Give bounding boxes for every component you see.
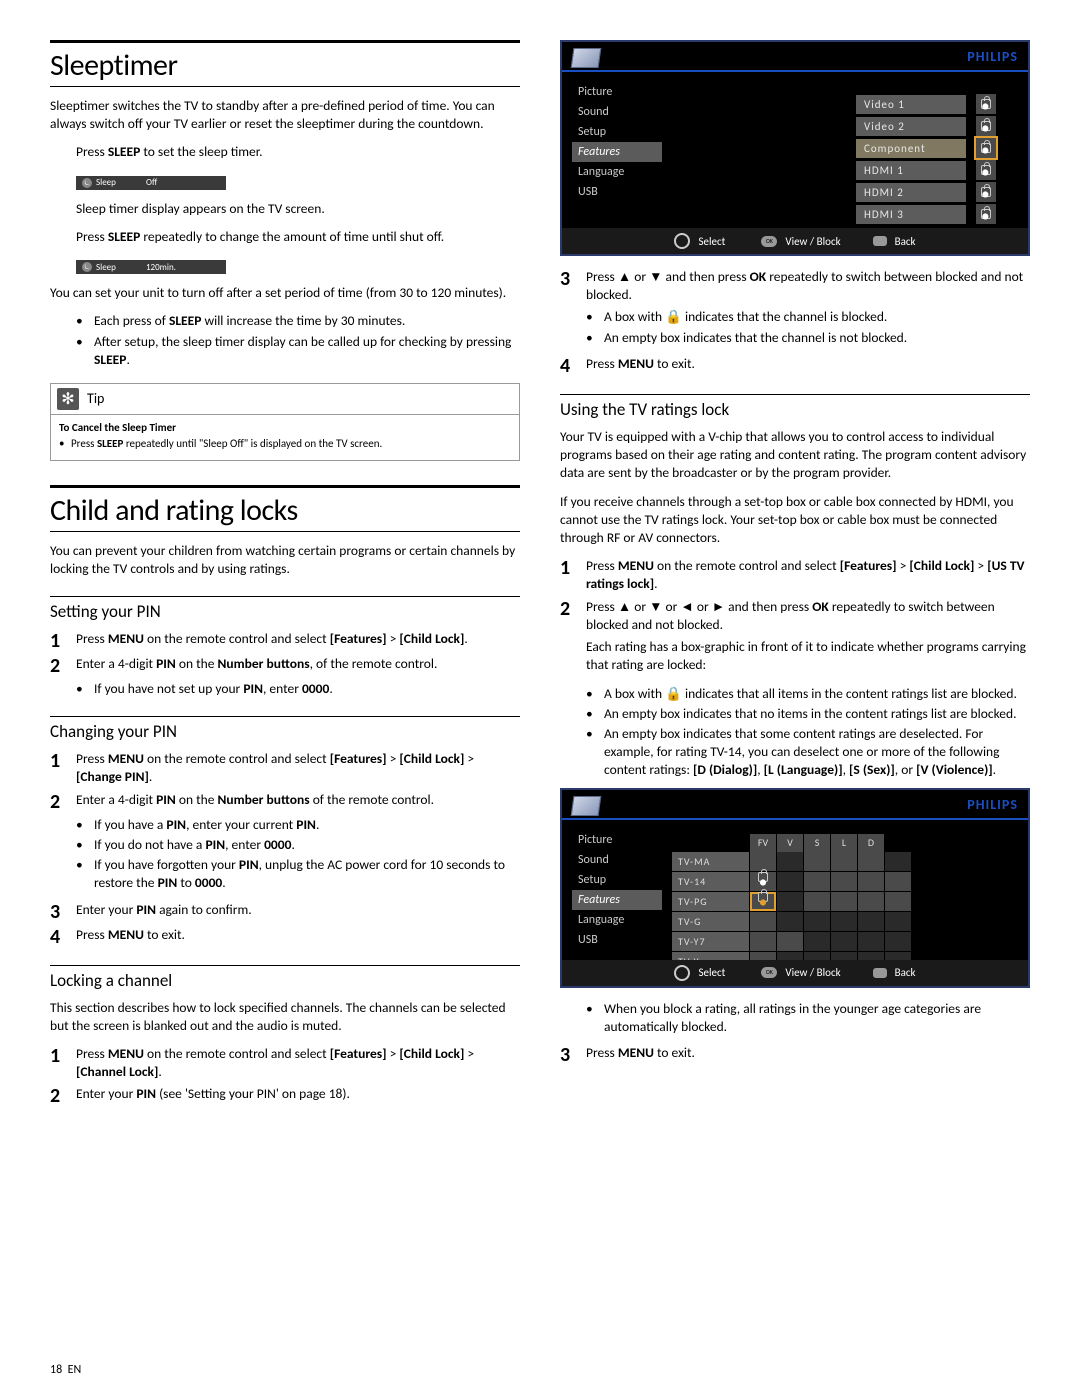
- sleep-icon: ⏾: [82, 178, 92, 188]
- ok-icon: OK: [761, 967, 777, 978]
- sleep-icon: ⏾: [82, 262, 92, 272]
- tv-sidebar-item: Picture: [572, 82, 662, 102]
- setpin-step-2: 2 Enter a 4-digit PIN on the Number butt…: [50, 655, 520, 676]
- chgpin-step-4: 4 Press MENU to exit.: [50, 926, 520, 947]
- channel-row: HDMI 1: [856, 160, 996, 180]
- tip-title: To Cancel the Sleep Timer: [59, 421, 511, 435]
- ratings-note: If you receive channels through a set-to…: [560, 493, 1030, 548]
- lockch-step-3: 3 Press ▲ or ▼ and then press OK repeate…: [560, 268, 1030, 304]
- ratings-boxgraphic: Each rating has a box-graphic in front o…: [560, 638, 1030, 674]
- tv-sidebar-item: Setup: [572, 122, 662, 142]
- right-column: PHILIPS PictureSoundSetupFeaturesLanguag…: [560, 40, 1030, 1110]
- tv-icon: [571, 48, 602, 68]
- childlocks-intro: You can prevent your children from watch…: [50, 542, 520, 578]
- ok-icon: OK: [761, 236, 777, 247]
- tv-sidebar-item: Picture: [572, 830, 662, 850]
- brand-logo: PHILIPS: [967, 796, 1018, 813]
- press-sleep: Press SLEEP to set the sleep timer.: [50, 143, 520, 161]
- setpin-step-1: 1 Press MENU on the remote control and s…: [50, 630, 520, 651]
- tv-sidebar-item: Features: [572, 142, 662, 162]
- sleep-bullets: Each press of SLEEP will increase the ti…: [50, 312, 520, 369]
- rating-row: TV-PG: [672, 892, 912, 911]
- lockch-step-1: 1 Press MENU on the remote control and s…: [50, 1045, 520, 1081]
- tv-footer: Select OK View / Block Back: [562, 960, 1028, 986]
- rating-row: TV-MA: [672, 852, 912, 871]
- tv-sidebar-item: Language: [572, 162, 662, 182]
- sleep-display-note: Sleep timer display appears on the TV sc…: [50, 200, 520, 218]
- heading-changepin: Changing your PIN: [50, 716, 520, 742]
- rating-row: TV-G: [672, 912, 912, 931]
- sleep-bar-120: ⏾ Sleep 120min.: [76, 260, 226, 274]
- channel-row: Video 1: [856, 94, 996, 114]
- lockch-step-4: 4 Press MENU to exit.: [560, 355, 1030, 376]
- tv-ratings-screenshot: PHILIPS PictureSoundSetupFeaturesLanguag…: [560, 788, 1030, 988]
- lockchannel-intro: This section describes how to lock speci…: [50, 999, 520, 1035]
- dpad-icon: [674, 233, 690, 249]
- chgpin-step-1: 1 Press MENU on the remote control and s…: [50, 750, 520, 786]
- tv-sidebar-item: USB: [572, 930, 662, 950]
- page-number: 18 EN: [50, 1363, 81, 1377]
- heading-childlocks: Child and rating locks: [50, 485, 520, 532]
- ratings-step-1: 1 Press MENU on the remote control and s…: [560, 557, 1030, 593]
- tip-icon: ✻: [57, 388, 79, 410]
- sleep-repeat: Press SLEEP repeatedly to change the amo…: [50, 228, 520, 246]
- ratings-step-2: 2 Press ▲ or ▼ or ◄ or ► and then press …: [560, 598, 1030, 634]
- channel-row: Component: [856, 138, 996, 158]
- tip-box: ✻ Tip To Cancel the Sleep Timer Press SL…: [50, 383, 520, 461]
- back-icon: [873, 968, 887, 978]
- tv-sidebar-item: Setup: [572, 870, 662, 890]
- lockch-step-2: 2 Enter your PIN (see 'Setting your PIN'…: [50, 1085, 520, 1106]
- tv-sidebar-item: Sound: [572, 850, 662, 870]
- tv-sidebar-item: Language: [572, 910, 662, 930]
- back-icon: [873, 236, 887, 246]
- ratings-intro: Your TV is equipped with a V-chip that a…: [560, 428, 1030, 483]
- ratings-step-3: 3 Press MENU to exit.: [560, 1044, 1030, 1065]
- channel-row: HDMI 2: [856, 182, 996, 202]
- sleep-bar-off: ⏾ Sleep Off: [76, 176, 226, 190]
- dpad-icon: [674, 965, 690, 981]
- rating-row: TV-14: [672, 872, 912, 891]
- channel-row: Video 2: [856, 116, 996, 136]
- channel-row: HDMI 3: [856, 204, 996, 224]
- brand-logo: PHILIPS: [967, 48, 1018, 65]
- sleeptimer-intro: Sleeptimer switches the TV to standby af…: [50, 97, 520, 133]
- heading-lockchannel: Locking a channel: [50, 965, 520, 991]
- tv-icon: [571, 796, 602, 816]
- left-column: Sleeptimer Sleeptimer switches the TV to…: [50, 40, 520, 1110]
- tv-sidebar-item: Sound: [572, 102, 662, 122]
- heading-ratings: Using the TV ratings lock: [560, 394, 1030, 420]
- sleep-range: You can set your unit to turn off after …: [50, 284, 520, 302]
- heading-setpin: Setting your PIN: [50, 596, 520, 622]
- tip-label: Tip: [87, 390, 104, 407]
- tv-sidebar-item: Features: [572, 890, 662, 910]
- tv-footer: Select OK View / Block Back: [562, 228, 1028, 254]
- tv-sidebar-item: USB: [572, 182, 662, 202]
- chgpin-step-3: 3 Enter your PIN again to confirm.: [50, 901, 520, 922]
- heading-sleeptimer: Sleeptimer: [50, 40, 520, 87]
- tv-channel-lock-screenshot: PHILIPS PictureSoundSetupFeaturesLanguag…: [560, 40, 1030, 256]
- chgpin-step-2: 2 Enter a 4-digit PIN on the Number butt…: [50, 791, 520, 812]
- rating-row: TV-Y7: [672, 932, 912, 951]
